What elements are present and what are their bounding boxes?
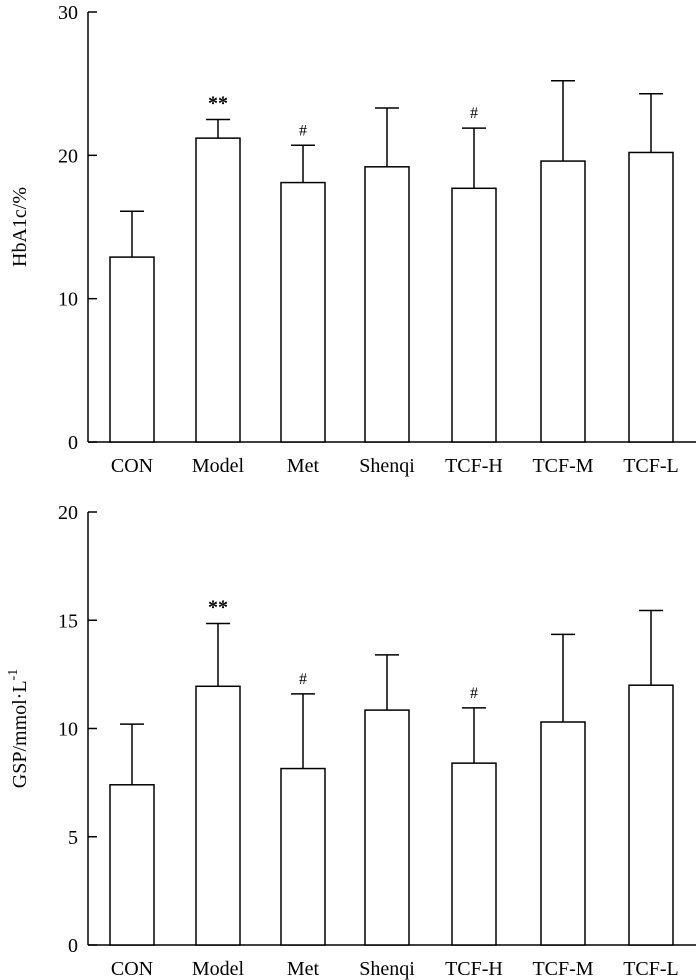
panel-2-bar-model	[195, 685, 241, 946]
panel-1-bar-tcf-m	[540, 160, 586, 443]
panel-1-bar-met	[280, 181, 326, 443]
panel-2-category-label-con: CON	[111, 958, 153, 980]
panel-1-significance-tcf-h: #	[470, 105, 478, 122]
panel-2-category-label-model: Model	[192, 958, 245, 980]
panel-1-category-label-tcf-l: TCF-L	[623, 455, 679, 477]
panel-2-significance-model: **	[208, 596, 228, 618]
panel-1-y-tick-label-2: 20	[58, 145, 78, 167]
panel-2-category-label-tcf-m: TCF-M	[532, 958, 593, 980]
panel-2-bar-tcf-h	[451, 762, 497, 946]
panel-2-bar-con	[109, 784, 155, 946]
panel-2-y-axis-title-superscript: -1	[6, 669, 21, 681]
panel-2-significance-tcf-h: #	[470, 685, 478, 702]
panel-2-category-label-tcf-l: TCF-L	[623, 958, 679, 980]
panel-1-y-tick-label-3: 30	[58, 2, 78, 24]
panel-1-y-tick-label-1: 10	[58, 289, 78, 311]
panel-2-category-label-tcf-h: TCF-H	[445, 958, 503, 980]
panel-1-bar-con	[109, 256, 155, 443]
panel-1-y-tick-label-0: 0	[68, 432, 78, 454]
panel-1-bar-shenqi	[364, 166, 410, 443]
panel-2-y-tick-label-0: 0	[68, 935, 78, 957]
panel-2-y-tick-label-1: 5	[68, 827, 78, 849]
panel-2-category-label-shenqi: Shenqi	[359, 958, 415, 980]
panel-1-y-axis-title: HbA1c/%	[9, 187, 31, 267]
panel-1-significance-met: #	[299, 122, 307, 139]
panel-1-category-label-met: Met	[287, 455, 320, 477]
panel-1-category-label-con: CON	[111, 455, 153, 477]
panel-1-category-label-tcf-h: TCF-H	[445, 455, 503, 477]
panel-2-y-tick-label-3: 15	[58, 610, 78, 632]
panel-2-category-label-met: Met	[287, 958, 320, 980]
panel-2-y-axis-title: GSP/mmol·L-1	[6, 669, 31, 788]
panel-2-significance-met: #	[299, 671, 307, 688]
panel-2-bar-tcf-l	[628, 684, 674, 946]
panel-2-y-tick-label-2: 10	[58, 719, 78, 741]
panel-1-bar-tcf-l	[628, 151, 674, 443]
panel-2-bar-tcf-m	[540, 721, 586, 946]
panel-1-category-label-shenqi: Shenqi	[359, 455, 415, 477]
panel-1-bar-model	[195, 137, 241, 443]
panel-2-bar-met	[280, 767, 326, 946]
panel-2-y-tick-label-4: 20	[58, 502, 78, 524]
panel-2-bar-shenqi	[364, 709, 410, 946]
panel-1-significance-model: **	[208, 93, 228, 115]
panel-1-category-label-model: Model	[192, 455, 245, 477]
panel-1-bar-tcf-h	[451, 187, 497, 443]
panel-1-category-label-tcf-m: TCF-M	[532, 455, 593, 477]
